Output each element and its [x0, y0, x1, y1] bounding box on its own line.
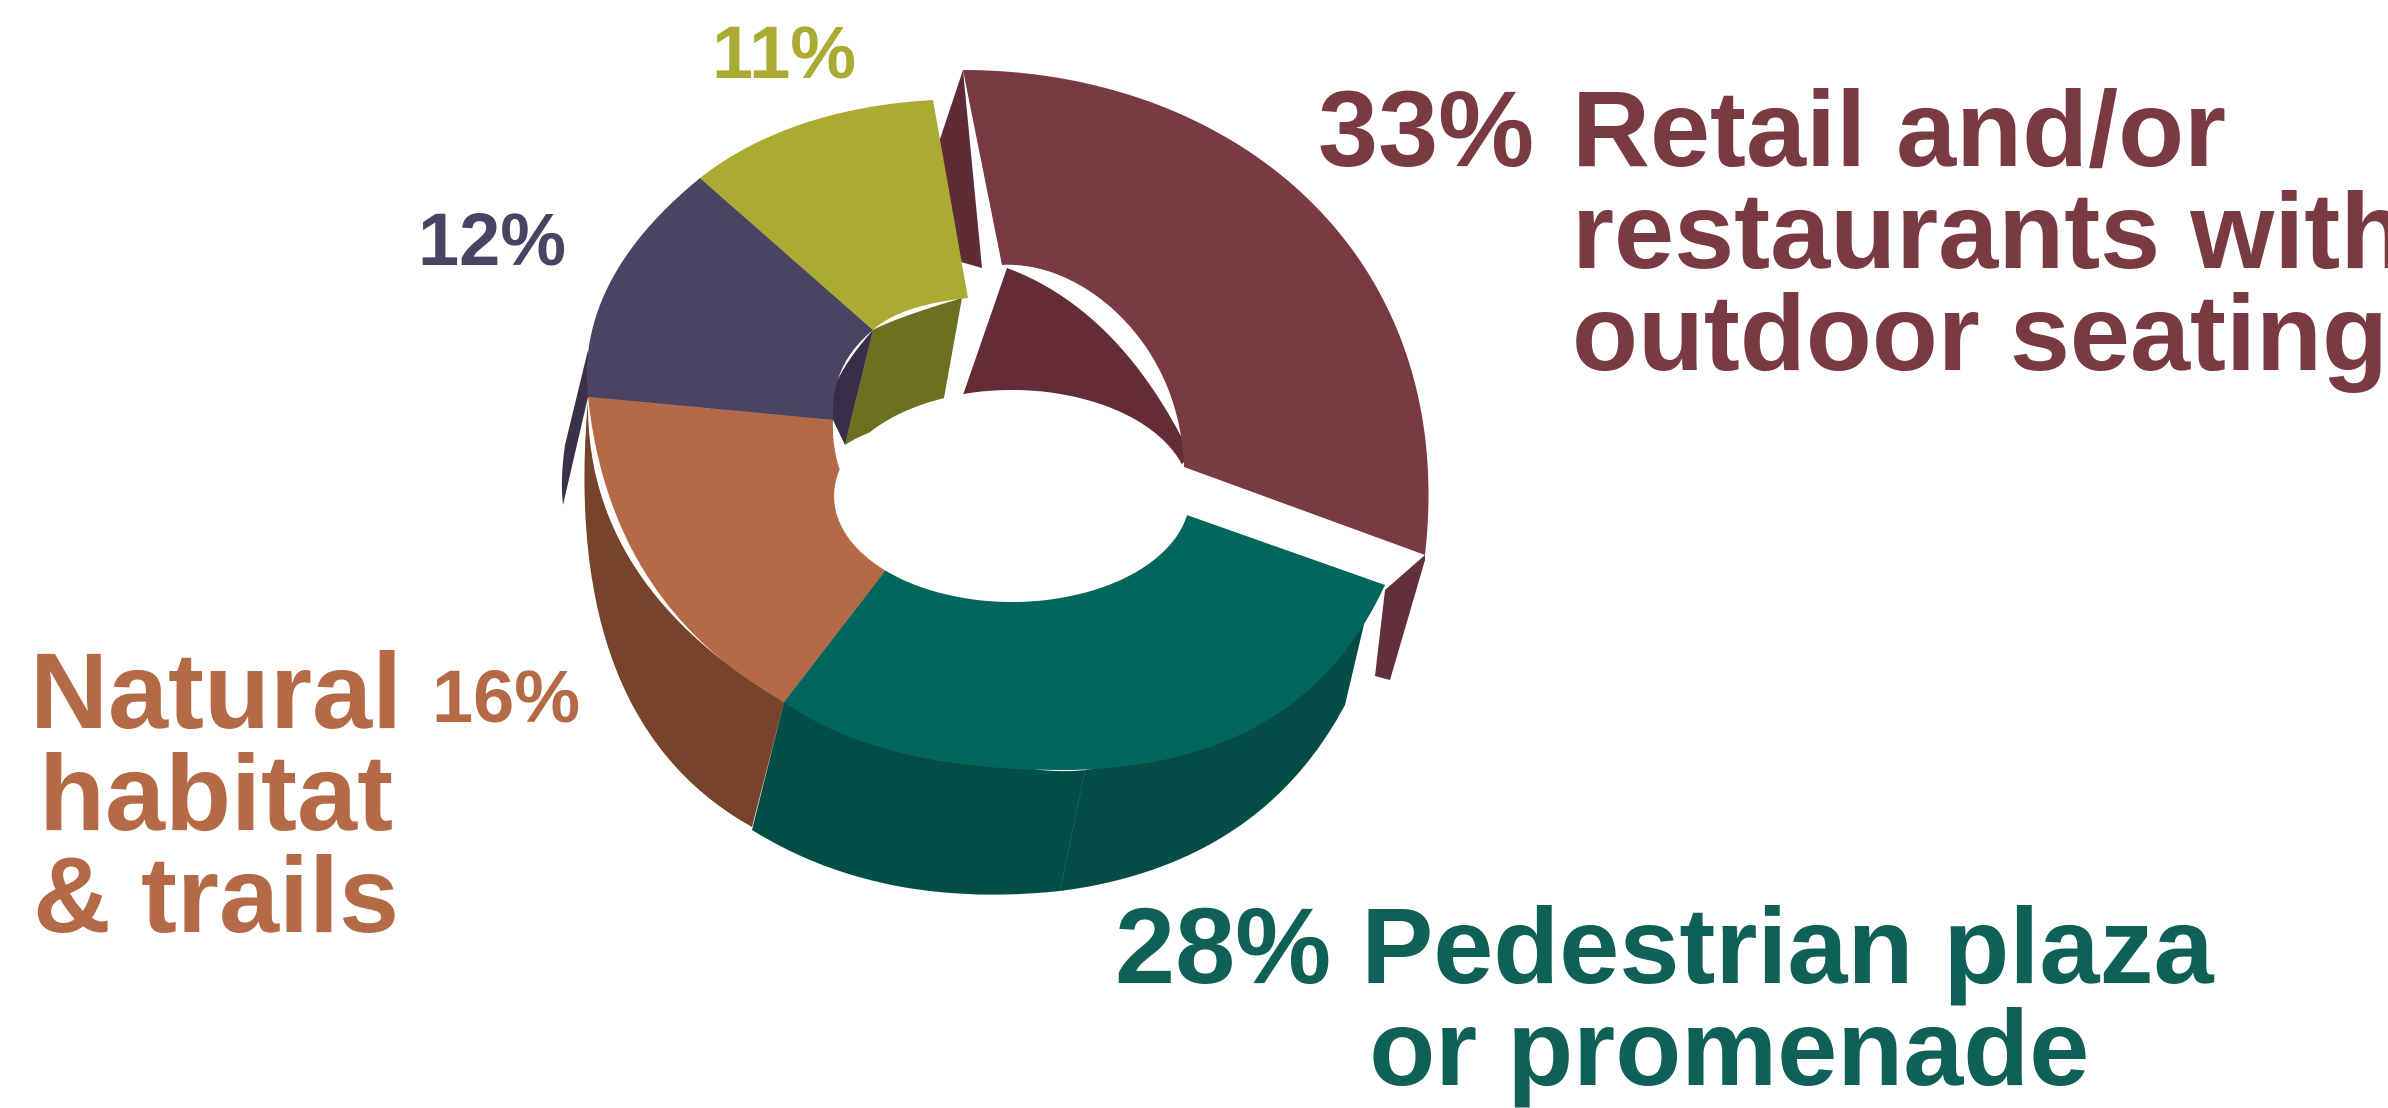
retail-label-line-1: Retail and/or — [1571, 68, 2227, 189]
natural-label-line-3: & trails — [32, 834, 400, 955]
olive-slice-percent: 11% — [712, 11, 857, 94]
pedestrian-slice-outer-wall-2 — [1060, 620, 1365, 891]
pedestrian-slice-label: 28% Pedestrian plaza or promenade — [1115, 892, 2214, 1108]
natural-slice-percent: 16% — [432, 655, 581, 738]
pedestrian-label-line-1: Pedestrian plaza — [1361, 885, 2214, 1006]
purple-slice-percent: 12% — [418, 198, 567, 281]
purple-slice-inner-wall — [830, 330, 873, 445]
retail-slice — [963, 70, 1429, 555]
purple-slice-outer-wall — [561, 350, 588, 505]
purple-slice — [586, 178, 873, 420]
retail-slice-label: 33% Retail and/or restaurants with outdo… — [1318, 68, 2388, 393]
retail-label-line-2: restaurants with — [1571, 170, 2388, 291]
retail-label-line-3: outdoor seating — [1571, 272, 2388, 393]
natural-label-line-2: habitat — [39, 732, 394, 853]
retail-slice-back-wall — [938, 70, 982, 268]
pedestrian-label-line-2: or promenade — [1369, 987, 2090, 1108]
retail-slice-percent: 33% — [1318, 68, 1535, 189]
olive-slice — [700, 100, 968, 330]
natural-slice — [588, 397, 905, 702]
natural-slice-label: Natural habitat & trails — [30, 630, 403, 955]
retail-slice-end-face — [1375, 555, 1425, 680]
natural-slice-outer-wall — [584, 400, 784, 827]
pedestrian-slice-percent: 28% — [1115, 885, 1332, 1006]
natural-label-line-1: Natural — [30, 630, 403, 751]
pedestrian-slice-outer-wall — [752, 702, 1085, 895]
donut-hole — [834, 390, 1190, 602]
